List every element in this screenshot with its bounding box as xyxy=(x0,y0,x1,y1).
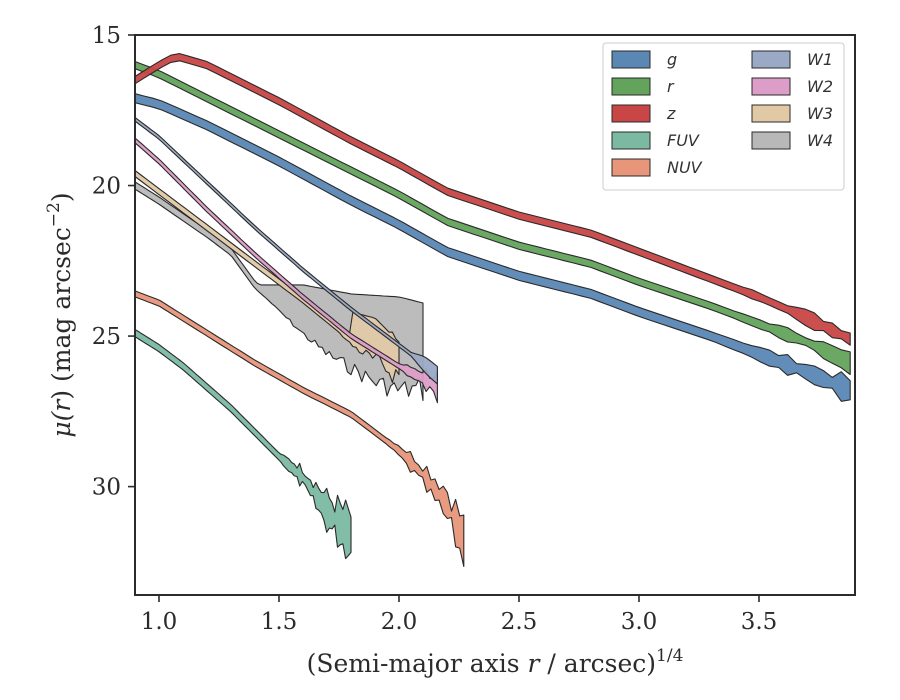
legend-swatch-w3 xyxy=(751,104,791,123)
legend-label-w4: W4 xyxy=(807,131,833,150)
y-tick-label: 25 xyxy=(92,324,121,350)
series-band-r xyxy=(134,60,851,376)
legend-swatch-w4 xyxy=(751,131,791,150)
x-tick-label: 3.0 xyxy=(621,609,658,635)
legend-label-nuv: NUV xyxy=(667,158,703,177)
legend-swatch-z xyxy=(611,104,651,123)
legend-label-z: z xyxy=(666,104,676,123)
legend-label-fuv: FUV xyxy=(667,131,700,150)
legend-swatch-w1 xyxy=(751,50,791,69)
legend-label-w1: W1 xyxy=(807,50,833,69)
series-band-nuv xyxy=(134,290,465,568)
y-tick-label: 20 xyxy=(92,174,121,200)
y-axis-label: μ(r) (mag arcsec−2) xyxy=(44,192,76,437)
series-areas xyxy=(134,53,851,568)
series-band-fuv xyxy=(134,328,352,560)
y-tick-label: 15 xyxy=(92,23,121,49)
series-band-g xyxy=(134,93,851,402)
y-axis-ticks: 15 20 25 30 xyxy=(92,23,135,501)
x-tick-label: 1.5 xyxy=(261,609,298,635)
legend-label-g: g xyxy=(667,50,677,69)
legend-label-w2: W2 xyxy=(807,77,833,96)
series-band-w1 xyxy=(134,116,438,385)
legend-label-r: r xyxy=(667,77,675,96)
series-band-w2 xyxy=(134,137,438,404)
legend: grz FUV NUV W1 W2 W3 W4 xyxy=(602,42,845,191)
x-tick-label: 1.0 xyxy=(141,609,178,635)
series-band-z xyxy=(134,53,851,346)
series-band-w3 xyxy=(134,169,400,383)
legend-swatch-fuv xyxy=(611,131,651,150)
legend-swatch-r xyxy=(611,77,651,96)
legend-items: grz FUV NUV W1 W2 W3 W4 xyxy=(611,50,833,177)
x-tick-label: 3.5 xyxy=(741,609,778,635)
legend-swatch-nuv xyxy=(611,158,651,177)
y-tick-label: 30 xyxy=(92,475,121,501)
x-axis-label: (Semi-major axis r / arcsec)1/4 xyxy=(307,646,684,678)
plot-frame xyxy=(134,34,856,596)
legend-label-w3: W3 xyxy=(807,104,833,123)
x-tick-label: 2.0 xyxy=(381,609,418,635)
legend-swatch-g xyxy=(611,50,651,69)
legend-swatch-w2 xyxy=(751,77,791,96)
x-tick-label: 2.5 xyxy=(501,609,538,635)
x-axis-ticks: 1.0 1.5 2.0 2.5 3.0 3.5 xyxy=(141,595,778,635)
